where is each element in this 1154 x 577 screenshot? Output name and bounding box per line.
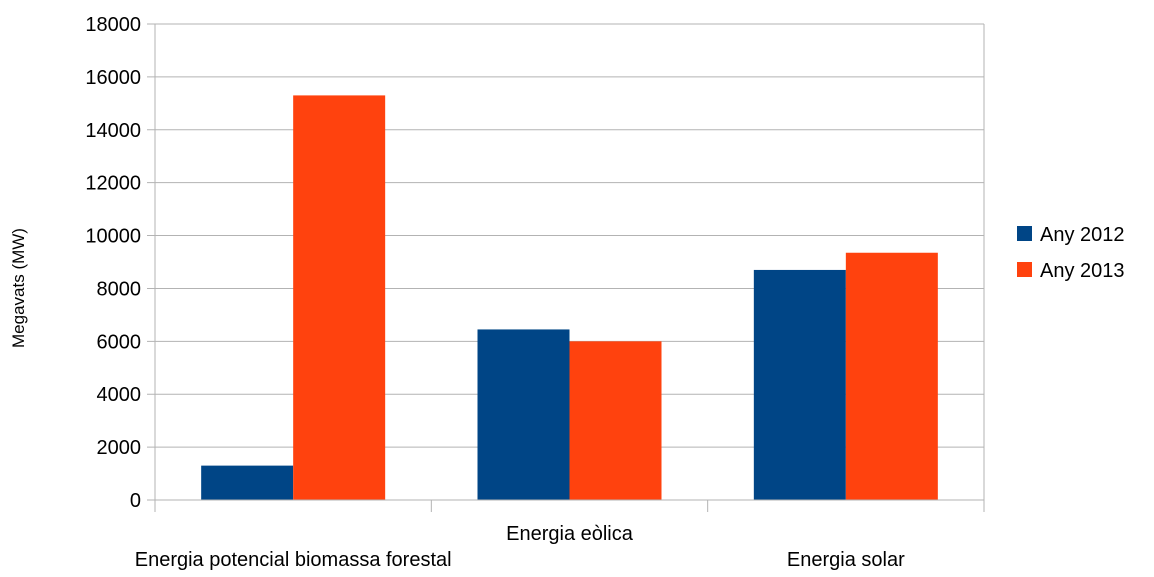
- x-axis: [154, 499, 985, 512]
- legend-swatch: [1017, 262, 1032, 277]
- bar: [293, 95, 386, 501]
- y-tick-label: 6000: [97, 331, 142, 353]
- y-tick-label: 0: [130, 490, 141, 512]
- legend-swatch: [1017, 226, 1032, 241]
- bar: [753, 269, 846, 500]
- y-tick-label: 10000: [85, 226, 141, 248]
- category-labels: Energia potencial biomassa forestal Energ…: [135, 523, 905, 571]
- category-label: Energia potencial biomassa forestal: [135, 549, 452, 571]
- bars: [201, 95, 938, 501]
- y-axis-ticks: 0 2000 4000 6000 8000 10000 12000 14000 16000 180…: [85, 14, 141, 512]
- legend-label: Any 2012: [1040, 224, 1125, 246]
- y-tick-label: 16000: [85, 67, 141, 89]
- y-tick-label: 18000: [85, 14, 141, 36]
- gridlines: [147, 23, 985, 501]
- bar: [845, 252, 938, 500]
- legend: Any 2012 Any 2013: [1017, 224, 1125, 282]
- y-tick-label: 14000: [85, 120, 141, 142]
- legend-label: Any 2013: [1040, 260, 1125, 282]
- y-tick-label: 4000: [97, 384, 142, 406]
- y-tick-label: 2000: [97, 437, 142, 459]
- bar: [569, 341, 662, 500]
- y-axis-title: Megavats (MW): [9, 228, 28, 348]
- category-label: Energia solar: [787, 549, 905, 571]
- bar: [477, 329, 570, 500]
- y-tick-label: 8000: [97, 278, 142, 300]
- category-label: Energia eòlica: [506, 523, 634, 545]
- bar: [201, 465, 294, 500]
- y-tick-label: 12000: [85, 173, 141, 195]
